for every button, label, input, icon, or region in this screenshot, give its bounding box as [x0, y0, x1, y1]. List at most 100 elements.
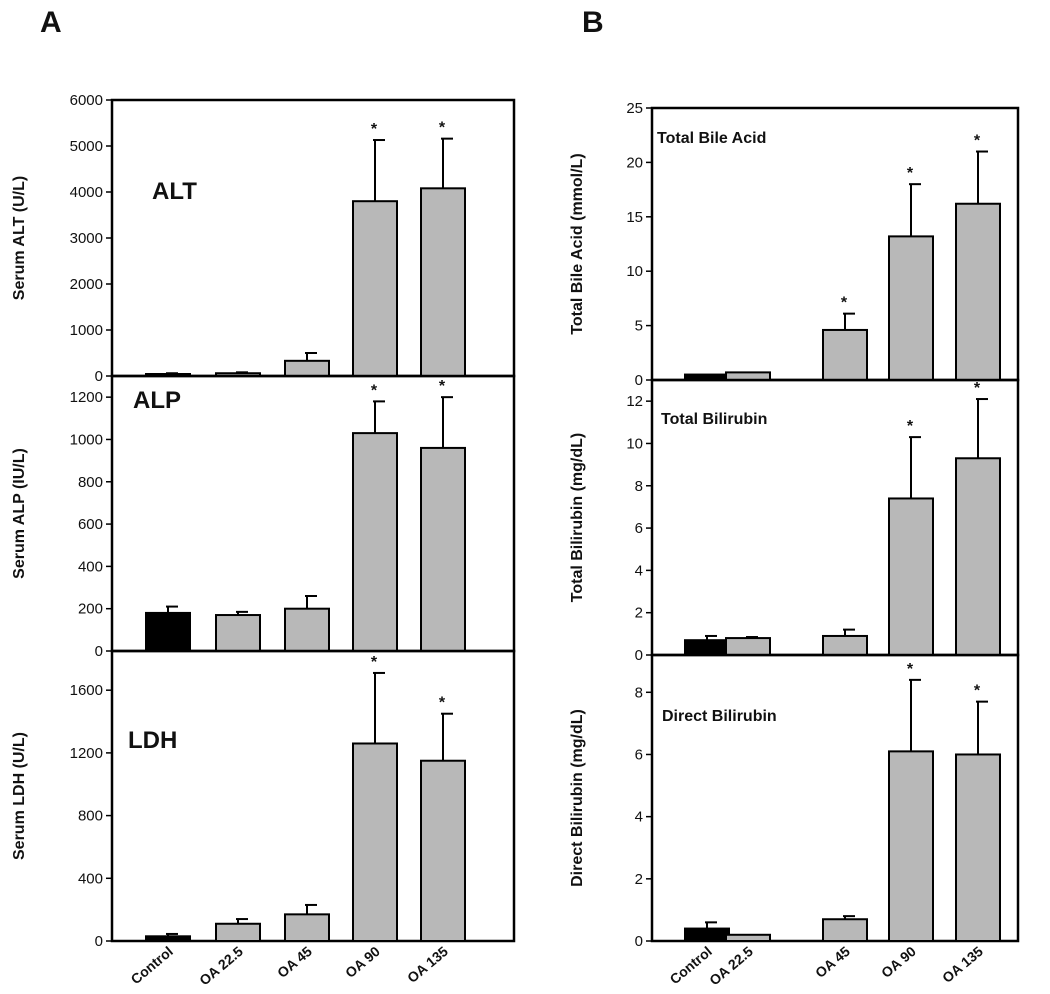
bar-oa-45 [284, 359, 330, 378]
chart-2: 0 400 800 1200 1600 Serum LDH (U/L) LDH * * Contr… [11, 649, 516, 989]
y-tick-label: 800 [78, 474, 103, 491]
y-tick-label: 0 [95, 933, 103, 950]
bar-control [684, 639, 730, 657]
category-label: OA 90 [342, 943, 383, 981]
significance-star: * [974, 380, 981, 397]
y-tick-label: 15 [626, 209, 643, 226]
category-label: Control [128, 943, 176, 987]
chart-title: Total Bilirubin [661, 411, 767, 428]
bar-control [145, 611, 191, 653]
significance-star: * [439, 378, 446, 395]
y-tick-label: 2 [635, 871, 643, 888]
category-label: OA 45 [274, 943, 315, 981]
chart-title: Total Bile Acid [657, 130, 766, 147]
y-axis-label: Total Bilirubin (mg/dL) [569, 433, 586, 602]
chart-4: 0 2 4 6 8 10 12 Total Bilirubin (mg/dL) Total Bi… [569, 378, 1020, 664]
bar-oa-22-5 [725, 637, 771, 656]
y-tick-label: 1600 [70, 682, 103, 699]
y-tick-label: 4000 [70, 184, 103, 201]
bar-oa-90 [888, 497, 934, 657]
category-label: Control [667, 943, 715, 987]
chart-title: LDH [128, 727, 177, 754]
category-label: OA 135 [939, 943, 986, 986]
y-tick-label: 20 [626, 154, 643, 171]
significance-star: * [439, 695, 446, 712]
y-axis-label: Direct Bilirubin (mg/dL) [569, 709, 586, 887]
y-tick-label: 8 [635, 478, 643, 495]
bar-oa-135 [955, 457, 1001, 656]
chart-3: 0 5 10 15 20 25 Total Bile Acid (mmol/L) Total … [569, 100, 1020, 389]
y-axis-label: Total Bile Acid (mmol/L) [569, 153, 586, 334]
significance-star: * [371, 121, 378, 138]
y-tick-label: 0 [95, 368, 103, 385]
chart-title: Direct Bilirubin [662, 708, 777, 725]
chart-5: 0 2 4 6 8 Direct Bilirubin (mg/dL) Direct Bili… [569, 653, 1020, 989]
bar-control [684, 927, 730, 943]
bar-oa-45 [822, 634, 868, 657]
y-axis-label: Serum LDH (U/L) [11, 732, 28, 860]
y-tick-label: 1000 [70, 322, 103, 339]
y-tick-label: 2000 [70, 276, 103, 293]
bar-oa-22-5 [215, 922, 261, 943]
y-tick-label: 12 [626, 393, 643, 410]
category-label: OA 90 [878, 943, 919, 981]
chart-title: ALT [152, 178, 197, 205]
y-axis-label: Serum ALP (IU/L) [11, 448, 28, 579]
chart-title: ALP [133, 387, 181, 414]
chart-0: 0 1000 2000 3000 4000 5000 6000 Serum ALT (U/L)… [11, 92, 516, 385]
bar-oa-135 [420, 187, 466, 377]
y-tick-label: 6 [635, 746, 643, 763]
bar-oa-45 [284, 913, 330, 943]
panel-letter-b: B [582, 6, 604, 39]
y-tick-label: 800 [78, 808, 103, 825]
bar-oa-22-5 [215, 614, 261, 652]
significance-star: * [974, 683, 981, 700]
category-label: OA 22.5 [706, 943, 756, 989]
y-tick-label: 200 [78, 601, 103, 618]
y-tick-label: 10 [626, 435, 643, 452]
category-label: OA 22.5 [196, 943, 246, 989]
bar-oa-90 [888, 750, 934, 942]
y-tick-label: 400 [78, 558, 103, 575]
y-tick-label: 2 [635, 605, 643, 622]
y-tick-label: 1200 [70, 389, 103, 406]
bar-oa-135 [955, 202, 1001, 381]
y-tick-label: 5 [635, 318, 643, 335]
y-tick-label: 0 [635, 647, 643, 664]
panel-letter-a: A [40, 6, 62, 39]
y-tick-label: 4 [635, 809, 643, 826]
bar-oa-45 [822, 328, 868, 381]
bar-control [145, 935, 191, 943]
y-axis-label: Serum ALT (U/L) [11, 176, 28, 300]
significance-star: * [371, 382, 378, 399]
y-tick-label: 6000 [70, 92, 103, 109]
bar-oa-135 [420, 759, 466, 942]
bar-oa-90 [352, 200, 398, 377]
bar-oa-135 [955, 753, 1001, 943]
chart-1: 0 200 400 600 800 1000 1200 Serum ALP (IU/L) ALP… [11, 374, 516, 660]
bar-oa-22-5 [725, 933, 771, 942]
y-tick-label: 5000 [70, 138, 103, 155]
bar-oa-90 [352, 432, 398, 652]
y-tick-label: 1200 [70, 745, 103, 762]
significance-star: * [907, 418, 914, 435]
bar-oa-45 [822, 918, 868, 943]
y-tick-label: 4 [635, 562, 643, 579]
y-tick-label: 0 [95, 643, 103, 660]
bar-oa-135 [420, 446, 466, 652]
bar-oa-90 [888, 235, 934, 381]
significance-star: * [907, 165, 914, 182]
y-tick-label: 3000 [70, 230, 103, 247]
bar-oa-90 [352, 742, 398, 943]
y-tick-label: 600 [78, 516, 103, 533]
y-tick-label: 10 [626, 263, 643, 280]
y-tick-label: 0 [635, 372, 643, 389]
bar-oa-45 [284, 607, 330, 653]
y-tick-label: 8 [635, 684, 643, 701]
significance-star: * [974, 133, 981, 150]
significance-star: * [439, 120, 446, 137]
significance-star: * [841, 295, 848, 312]
significance-star: * [371, 654, 378, 671]
